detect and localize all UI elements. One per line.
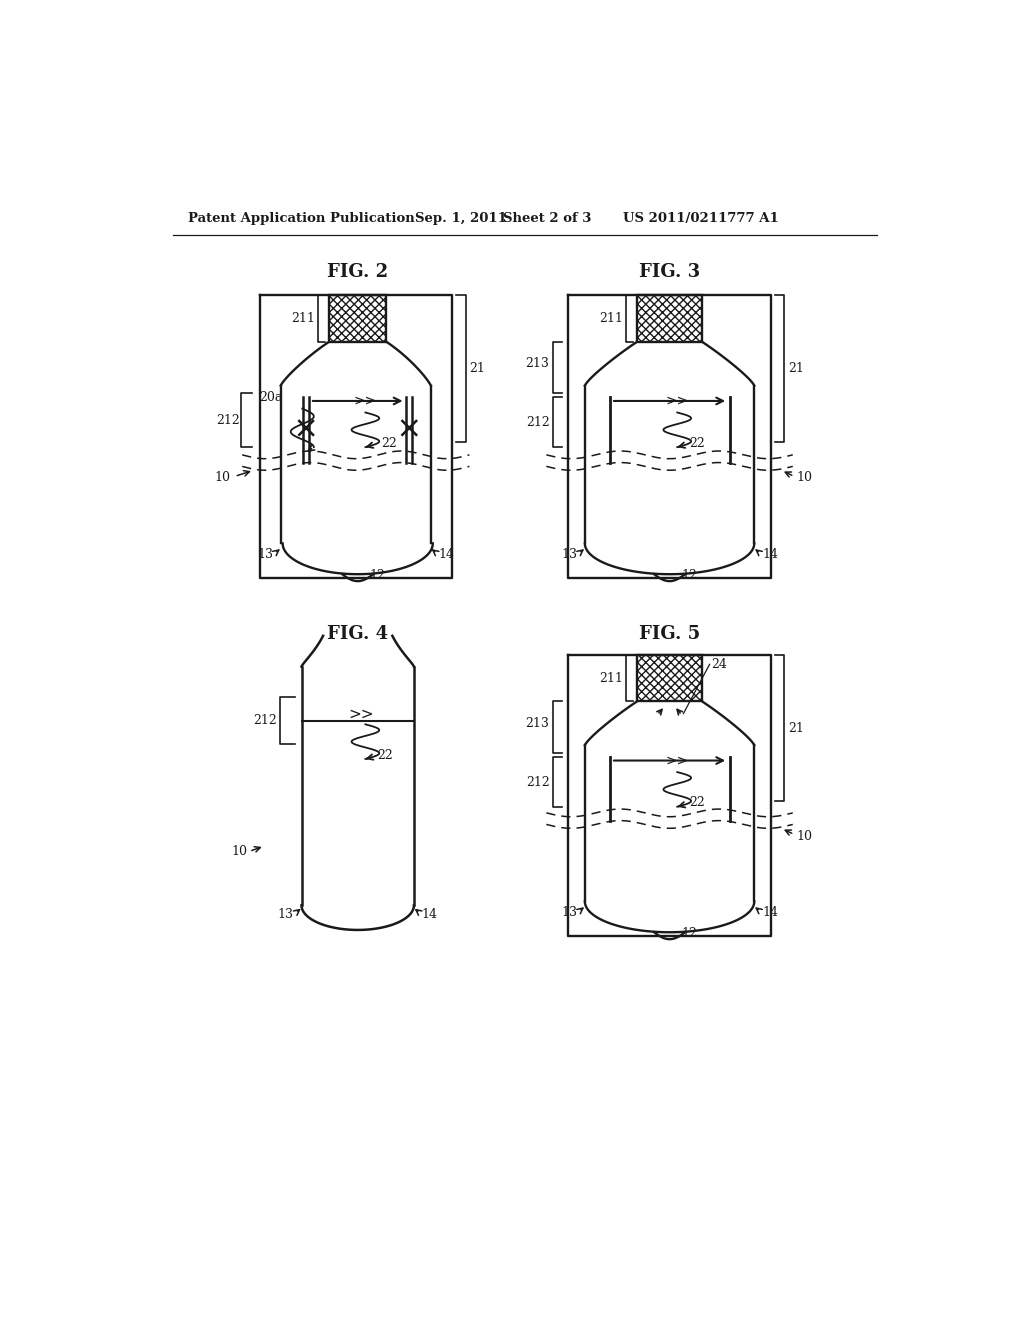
Text: 12: 12 [370,569,385,582]
Text: 13: 13 [257,548,273,561]
Text: >>: >> [353,393,377,408]
Text: FIG. 3: FIG. 3 [639,264,700,281]
Text: 212: 212 [216,413,240,426]
Text: 12: 12 [681,927,697,940]
Text: 211: 211 [599,672,624,685]
Text: 20a: 20a [260,391,283,404]
Text: Sep. 1, 2011: Sep. 1, 2011 [416,213,507,224]
Text: 211: 211 [292,312,315,325]
Text: 13: 13 [561,548,578,561]
Text: 13: 13 [278,908,294,921]
Text: 24: 24 [711,657,727,671]
Text: Patent Application Publication: Patent Application Publication [188,213,415,224]
Text: 14: 14 [438,548,455,561]
Text: 22: 22 [689,796,705,809]
Text: 14: 14 [762,548,778,561]
Text: FIG. 2: FIG. 2 [327,264,388,281]
Text: 10: 10 [797,471,813,484]
Text: Sheet 2 of 3: Sheet 2 of 3 [503,213,592,224]
Text: 212: 212 [525,416,550,429]
Text: FIG. 5: FIG. 5 [639,626,700,643]
Text: 12: 12 [681,569,697,582]
Text: 14: 14 [762,907,778,920]
Text: 22: 22 [689,437,705,450]
Text: 212: 212 [525,776,550,788]
Text: 212: 212 [253,714,276,727]
Text: 213: 213 [525,358,550,370]
Text: 22: 22 [381,437,396,450]
Text: 21: 21 [788,362,804,375]
Text: 10: 10 [231,845,248,858]
Text: 10: 10 [215,471,230,484]
Text: 211: 211 [599,312,624,325]
Text: 10: 10 [797,829,813,842]
Text: 21: 21 [469,362,485,375]
Text: 22: 22 [377,748,393,762]
Text: 13: 13 [561,907,578,920]
Text: US 2011/0211777 A1: US 2011/0211777 A1 [624,213,779,224]
Bar [637,655,701,701]
Text: >>: >> [666,754,689,767]
Bar [637,296,701,342]
Text: 14: 14 [422,908,437,921]
Bar [330,296,386,342]
Text: FIG. 4: FIG. 4 [327,626,388,643]
Text: 21: 21 [788,722,804,735]
Text: >>: >> [349,706,375,722]
Text: 213: 213 [525,717,550,730]
Text: >>: >> [666,393,689,408]
